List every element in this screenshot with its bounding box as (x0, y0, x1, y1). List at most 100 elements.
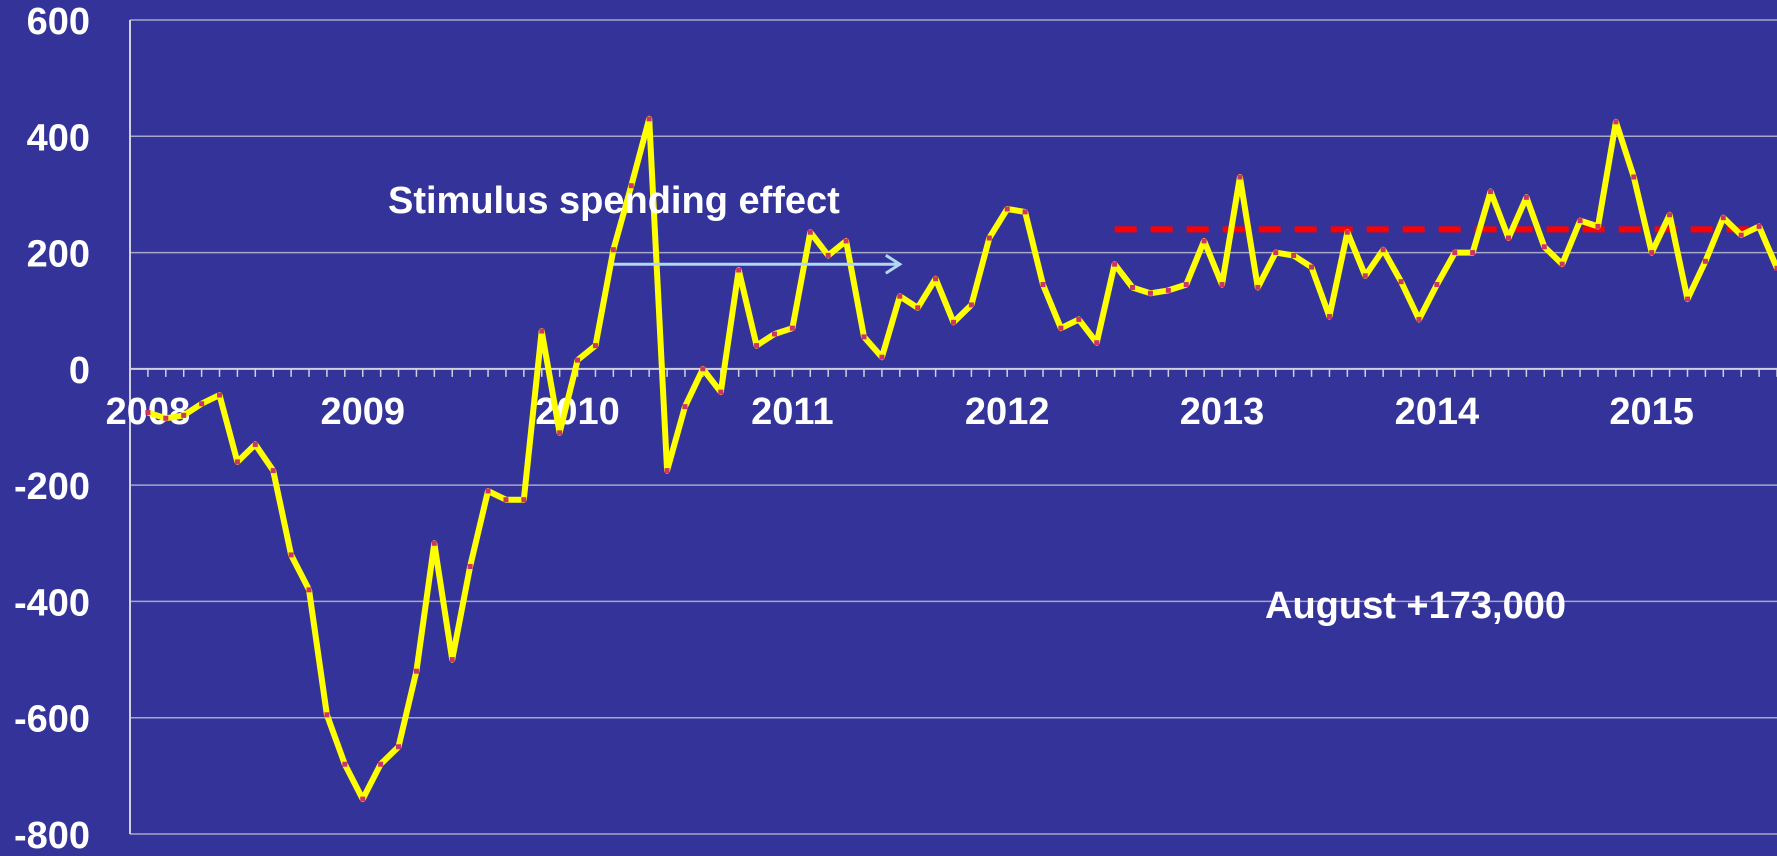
data-point (521, 497, 527, 503)
data-point (1344, 229, 1350, 235)
data-point (861, 334, 867, 340)
data-point (1523, 194, 1529, 200)
series-layer (145, 115, 1777, 803)
y-tick-label: -600 (14, 699, 90, 741)
data-point (1076, 316, 1082, 322)
data-point (467, 564, 473, 570)
y-tick-label: -800 (14, 815, 90, 851)
data-point (199, 401, 205, 407)
data-point (1237, 174, 1243, 180)
data-point (234, 459, 240, 465)
data-point (754, 343, 760, 349)
data-point (1577, 218, 1583, 224)
data-point (986, 235, 992, 241)
data-point (789, 325, 795, 331)
data-point (1595, 223, 1601, 229)
data-point (1130, 284, 1136, 290)
data-point (503, 497, 509, 503)
data-point (1756, 223, 1762, 229)
data-point (1380, 247, 1386, 253)
data-point (1273, 250, 1279, 256)
data-point (736, 267, 742, 273)
data-point (431, 540, 437, 546)
data-point (1613, 119, 1619, 125)
data-point (1362, 273, 1368, 279)
data-point (1004, 206, 1010, 212)
x-tick-label: 2010 (535, 391, 620, 433)
data-point (1684, 296, 1690, 302)
data-point (807, 229, 813, 235)
data-point (1541, 244, 1547, 250)
data-point (288, 552, 294, 558)
data-point (628, 183, 634, 189)
data-point (610, 247, 616, 253)
data-point (1398, 279, 1404, 285)
y-tick-label: -200 (14, 466, 90, 508)
y-tick-label: -400 (14, 582, 90, 624)
data-point (396, 744, 402, 750)
data-point (1326, 314, 1332, 320)
data-point (700, 366, 706, 372)
data-point (181, 412, 187, 418)
annotation-august-text: August +173,000 (1265, 585, 1566, 627)
y-tick-label: 0 (69, 350, 90, 392)
data-point (145, 409, 151, 415)
data-point (449, 657, 455, 663)
data-point (843, 238, 849, 244)
data-point (1416, 316, 1422, 322)
data-point (1488, 189, 1494, 195)
data-point (539, 328, 545, 334)
data-point (879, 354, 885, 360)
data-point (1040, 282, 1046, 288)
data-point (1649, 250, 1655, 256)
data-point (1720, 215, 1726, 221)
data-point (557, 430, 563, 436)
data-point (1219, 282, 1225, 288)
annotation-layer: Stimulus spending effect August +173,000 (388, 180, 1566, 627)
data-point (1434, 282, 1440, 288)
x-tick-label: 2011 (751, 391, 833, 433)
data-point (1291, 252, 1297, 258)
data-point (342, 761, 348, 767)
data-point (915, 305, 921, 311)
axis-layer (129, 20, 1777, 834)
y-tick-label: 400 (27, 117, 90, 159)
data-point (1112, 261, 1118, 267)
x-tick-label: 2013 (1180, 391, 1265, 433)
y-tick-labels: 600 400 200 0 -200 -400 -600 -800 (14, 1, 90, 856)
data-point (1058, 325, 1064, 331)
data-point (1505, 235, 1511, 241)
data-point (1165, 287, 1171, 293)
data-point (413, 668, 419, 674)
data-point (682, 404, 688, 410)
data-point (1094, 340, 1100, 346)
data-point (163, 415, 169, 421)
data-point (1255, 284, 1261, 290)
data-point (933, 276, 939, 282)
data-point (324, 712, 330, 718)
data-point (1631, 174, 1637, 180)
data-point (646, 116, 652, 122)
data-point (718, 389, 724, 395)
annotation-stimulus-text: Stimulus spending effect (388, 180, 840, 222)
data-point (771, 331, 777, 337)
data-point (1022, 209, 1028, 215)
data-point (1201, 238, 1207, 244)
data-point (485, 488, 491, 494)
data-point (270, 468, 276, 474)
y-tick-label: 200 (27, 234, 90, 276)
data-point (592, 343, 598, 349)
data-point (1559, 261, 1565, 267)
data-point (1309, 264, 1315, 270)
x-tick-labels: 2008 2009 2010 2011 2012 2013 2014 2015 (106, 391, 1694, 433)
data-point (217, 392, 223, 398)
data-point (1183, 282, 1189, 288)
x-tick-label: 2014 (1395, 391, 1480, 433)
data-point (360, 796, 366, 802)
data-point (306, 587, 312, 593)
series-line-0 (146, 115, 1777, 803)
data-point (664, 468, 670, 474)
data-point (575, 357, 581, 363)
